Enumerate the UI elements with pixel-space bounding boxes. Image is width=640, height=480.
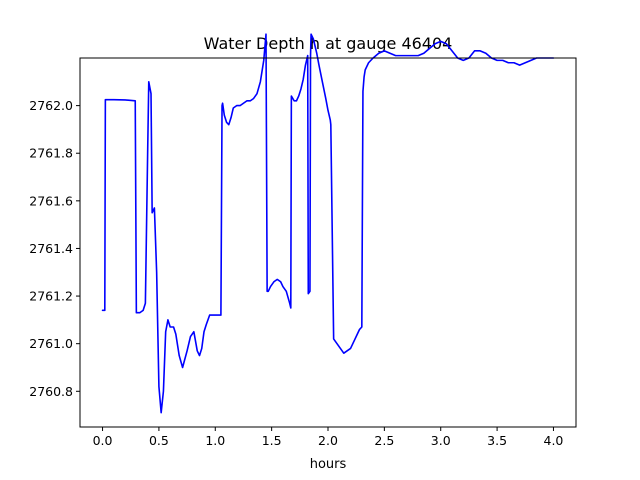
y-tick-label: 2761.4 xyxy=(29,241,73,256)
x-tick-label: 0.0 xyxy=(93,433,113,448)
x-tick-label: 3.5 xyxy=(487,433,507,448)
plot-background xyxy=(80,58,576,427)
x-tick-label: 1.5 xyxy=(262,433,282,448)
series-line xyxy=(101,33,555,414)
plot-frame xyxy=(79,57,577,428)
y-tick-label: 2762.0 xyxy=(29,98,73,113)
x-tick-label: 0.5 xyxy=(149,433,169,448)
x-axis-ticks: 0.0 0.5 1.0 1.5 2.0 2.5 3.0 3.5 4.0 xyxy=(93,427,564,448)
x-tick-label: 2.5 xyxy=(374,433,394,448)
y-tick-label: 2760.8 xyxy=(29,384,73,399)
x-tick-label: 1.0 xyxy=(205,433,225,448)
y-tick-label: 2761.6 xyxy=(29,193,73,208)
x-tick-label: 3.0 xyxy=(431,433,451,448)
x-tick-label: 4.0 xyxy=(544,433,564,448)
y-axis-ticks: 2760.8 2761.0 2761.2 2761.4 2761.6 2761.8 2762… xyxy=(29,98,80,399)
y-tick-label: 2761.2 xyxy=(29,289,73,304)
chart-title: Water Depth h at gauge 46404 xyxy=(204,34,453,53)
series-layer xyxy=(101,33,555,414)
y-tick-label: 2761.8 xyxy=(29,146,73,161)
x-axis-label: hours xyxy=(310,457,347,472)
x-tick-label: 2.0 xyxy=(318,433,338,448)
y-tick-label: 2761.0 xyxy=(29,336,73,351)
